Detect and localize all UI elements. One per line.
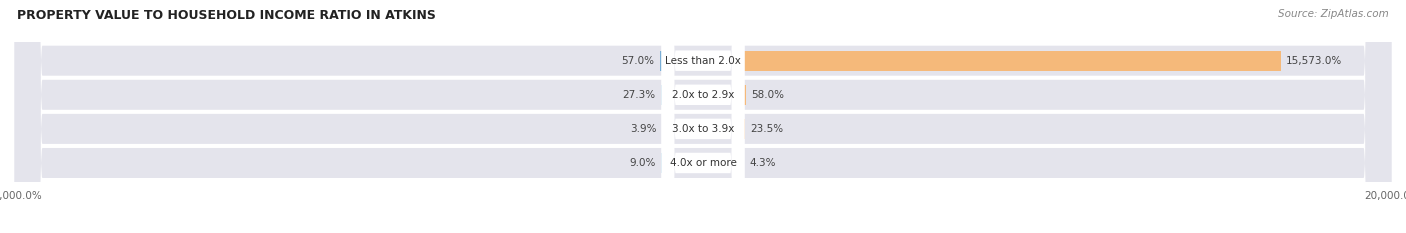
FancyBboxPatch shape — [14, 0, 1392, 233]
Bar — [744, 85, 747, 105]
Text: 2.0x to 2.9x: 2.0x to 2.9x — [672, 90, 734, 100]
Text: 23.5%: 23.5% — [751, 124, 783, 134]
Text: Source: ZipAtlas.com: Source: ZipAtlas.com — [1278, 9, 1389, 19]
Text: 27.3%: 27.3% — [623, 90, 655, 100]
Text: 9.0%: 9.0% — [630, 158, 657, 168]
Text: 4.3%: 4.3% — [749, 158, 776, 168]
FancyBboxPatch shape — [14, 0, 1392, 233]
Text: 15,573.0%: 15,573.0% — [1286, 56, 1343, 66]
Text: PROPERTY VALUE TO HOUSEHOLD INCOME RATIO IN ATKINS: PROPERTY VALUE TO HOUSEHOLD INCOME RATIO… — [17, 9, 436, 22]
FancyBboxPatch shape — [14, 0, 1392, 233]
Text: Less than 2.0x: Less than 2.0x — [665, 56, 741, 66]
Text: 3.9%: 3.9% — [630, 124, 657, 134]
Text: 57.0%: 57.0% — [621, 56, 655, 66]
Bar — [744, 51, 1281, 71]
FancyBboxPatch shape — [662, 0, 744, 233]
Text: 58.0%: 58.0% — [751, 90, 785, 100]
Text: 3.0x to 3.9x: 3.0x to 3.9x — [672, 124, 734, 134]
FancyBboxPatch shape — [662, 0, 744, 233]
Bar — [659, 51, 662, 71]
Text: 4.0x or more: 4.0x or more — [669, 158, 737, 168]
FancyBboxPatch shape — [14, 0, 1392, 233]
FancyBboxPatch shape — [662, 0, 744, 233]
FancyBboxPatch shape — [662, 0, 744, 233]
